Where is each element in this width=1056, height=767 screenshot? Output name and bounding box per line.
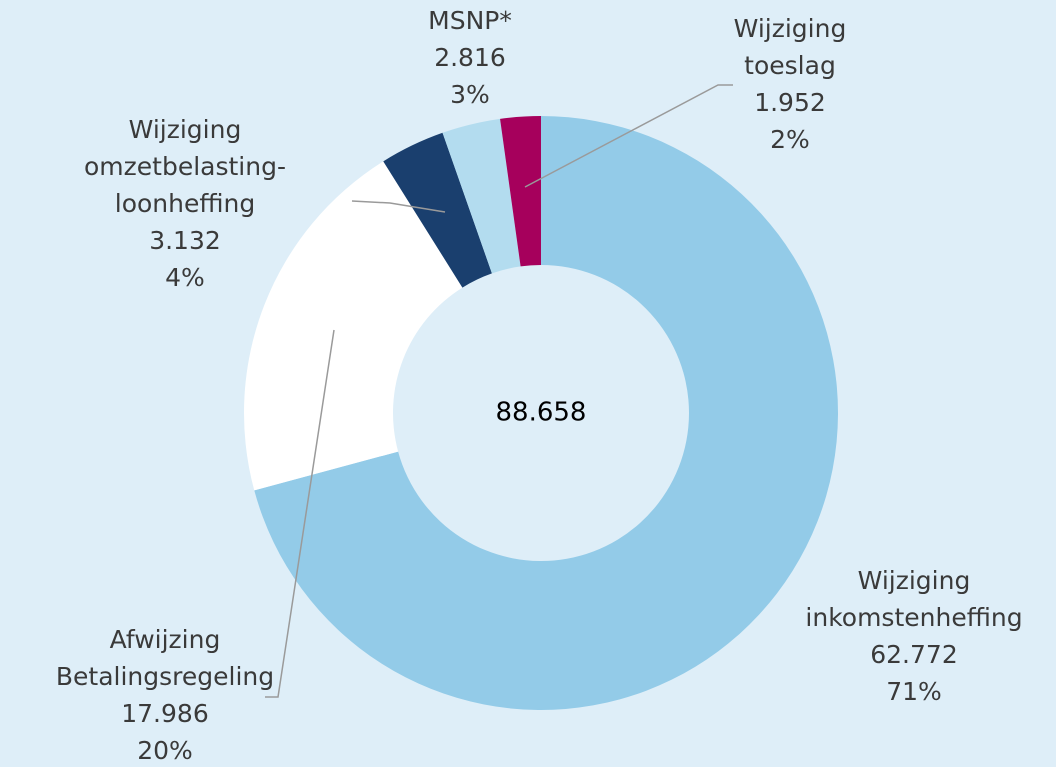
- slice-label: omzetbelasting-: [84, 152, 286, 181]
- leader-line: [351, 200, 446, 213]
- slice-label: toeslag: [744, 51, 836, 80]
- percent-label: 20%: [137, 736, 193, 765]
- percent-label: 4%: [165, 263, 205, 292]
- total-label: 88.658: [496, 398, 587, 428]
- donut-slice: [442, 118, 521, 274]
- value-label: 17.986: [121, 699, 208, 728]
- value-label: 1.952: [754, 88, 826, 117]
- donut-slice: [254, 116, 839, 711]
- slice-label: loonheffing: [115, 189, 256, 218]
- leader-line: [524, 84, 733, 188]
- percent-label: 3%: [450, 80, 490, 109]
- value-label: 62.772: [870, 640, 957, 669]
- slice-label: Wijziging: [858, 566, 971, 595]
- slice-label: Wijziging: [734, 14, 847, 43]
- percent-label: 71%: [886, 677, 942, 706]
- slice-label: MSNP*: [428, 6, 512, 35]
- value-label: 2.816: [434, 43, 506, 72]
- percent-label: 2%: [770, 125, 810, 154]
- slice-label: inkomstenheffing: [805, 603, 1022, 632]
- slice-label: Betalingsregeling: [56, 662, 274, 691]
- donut-slice: [500, 116, 541, 267]
- value-label: 3.132: [149, 226, 221, 255]
- slice-label: Wijziging: [129, 115, 242, 144]
- leader-line: [265, 329, 335, 698]
- slice-label: Afwijzing: [110, 625, 221, 654]
- donut-slice: [243, 161, 463, 491]
